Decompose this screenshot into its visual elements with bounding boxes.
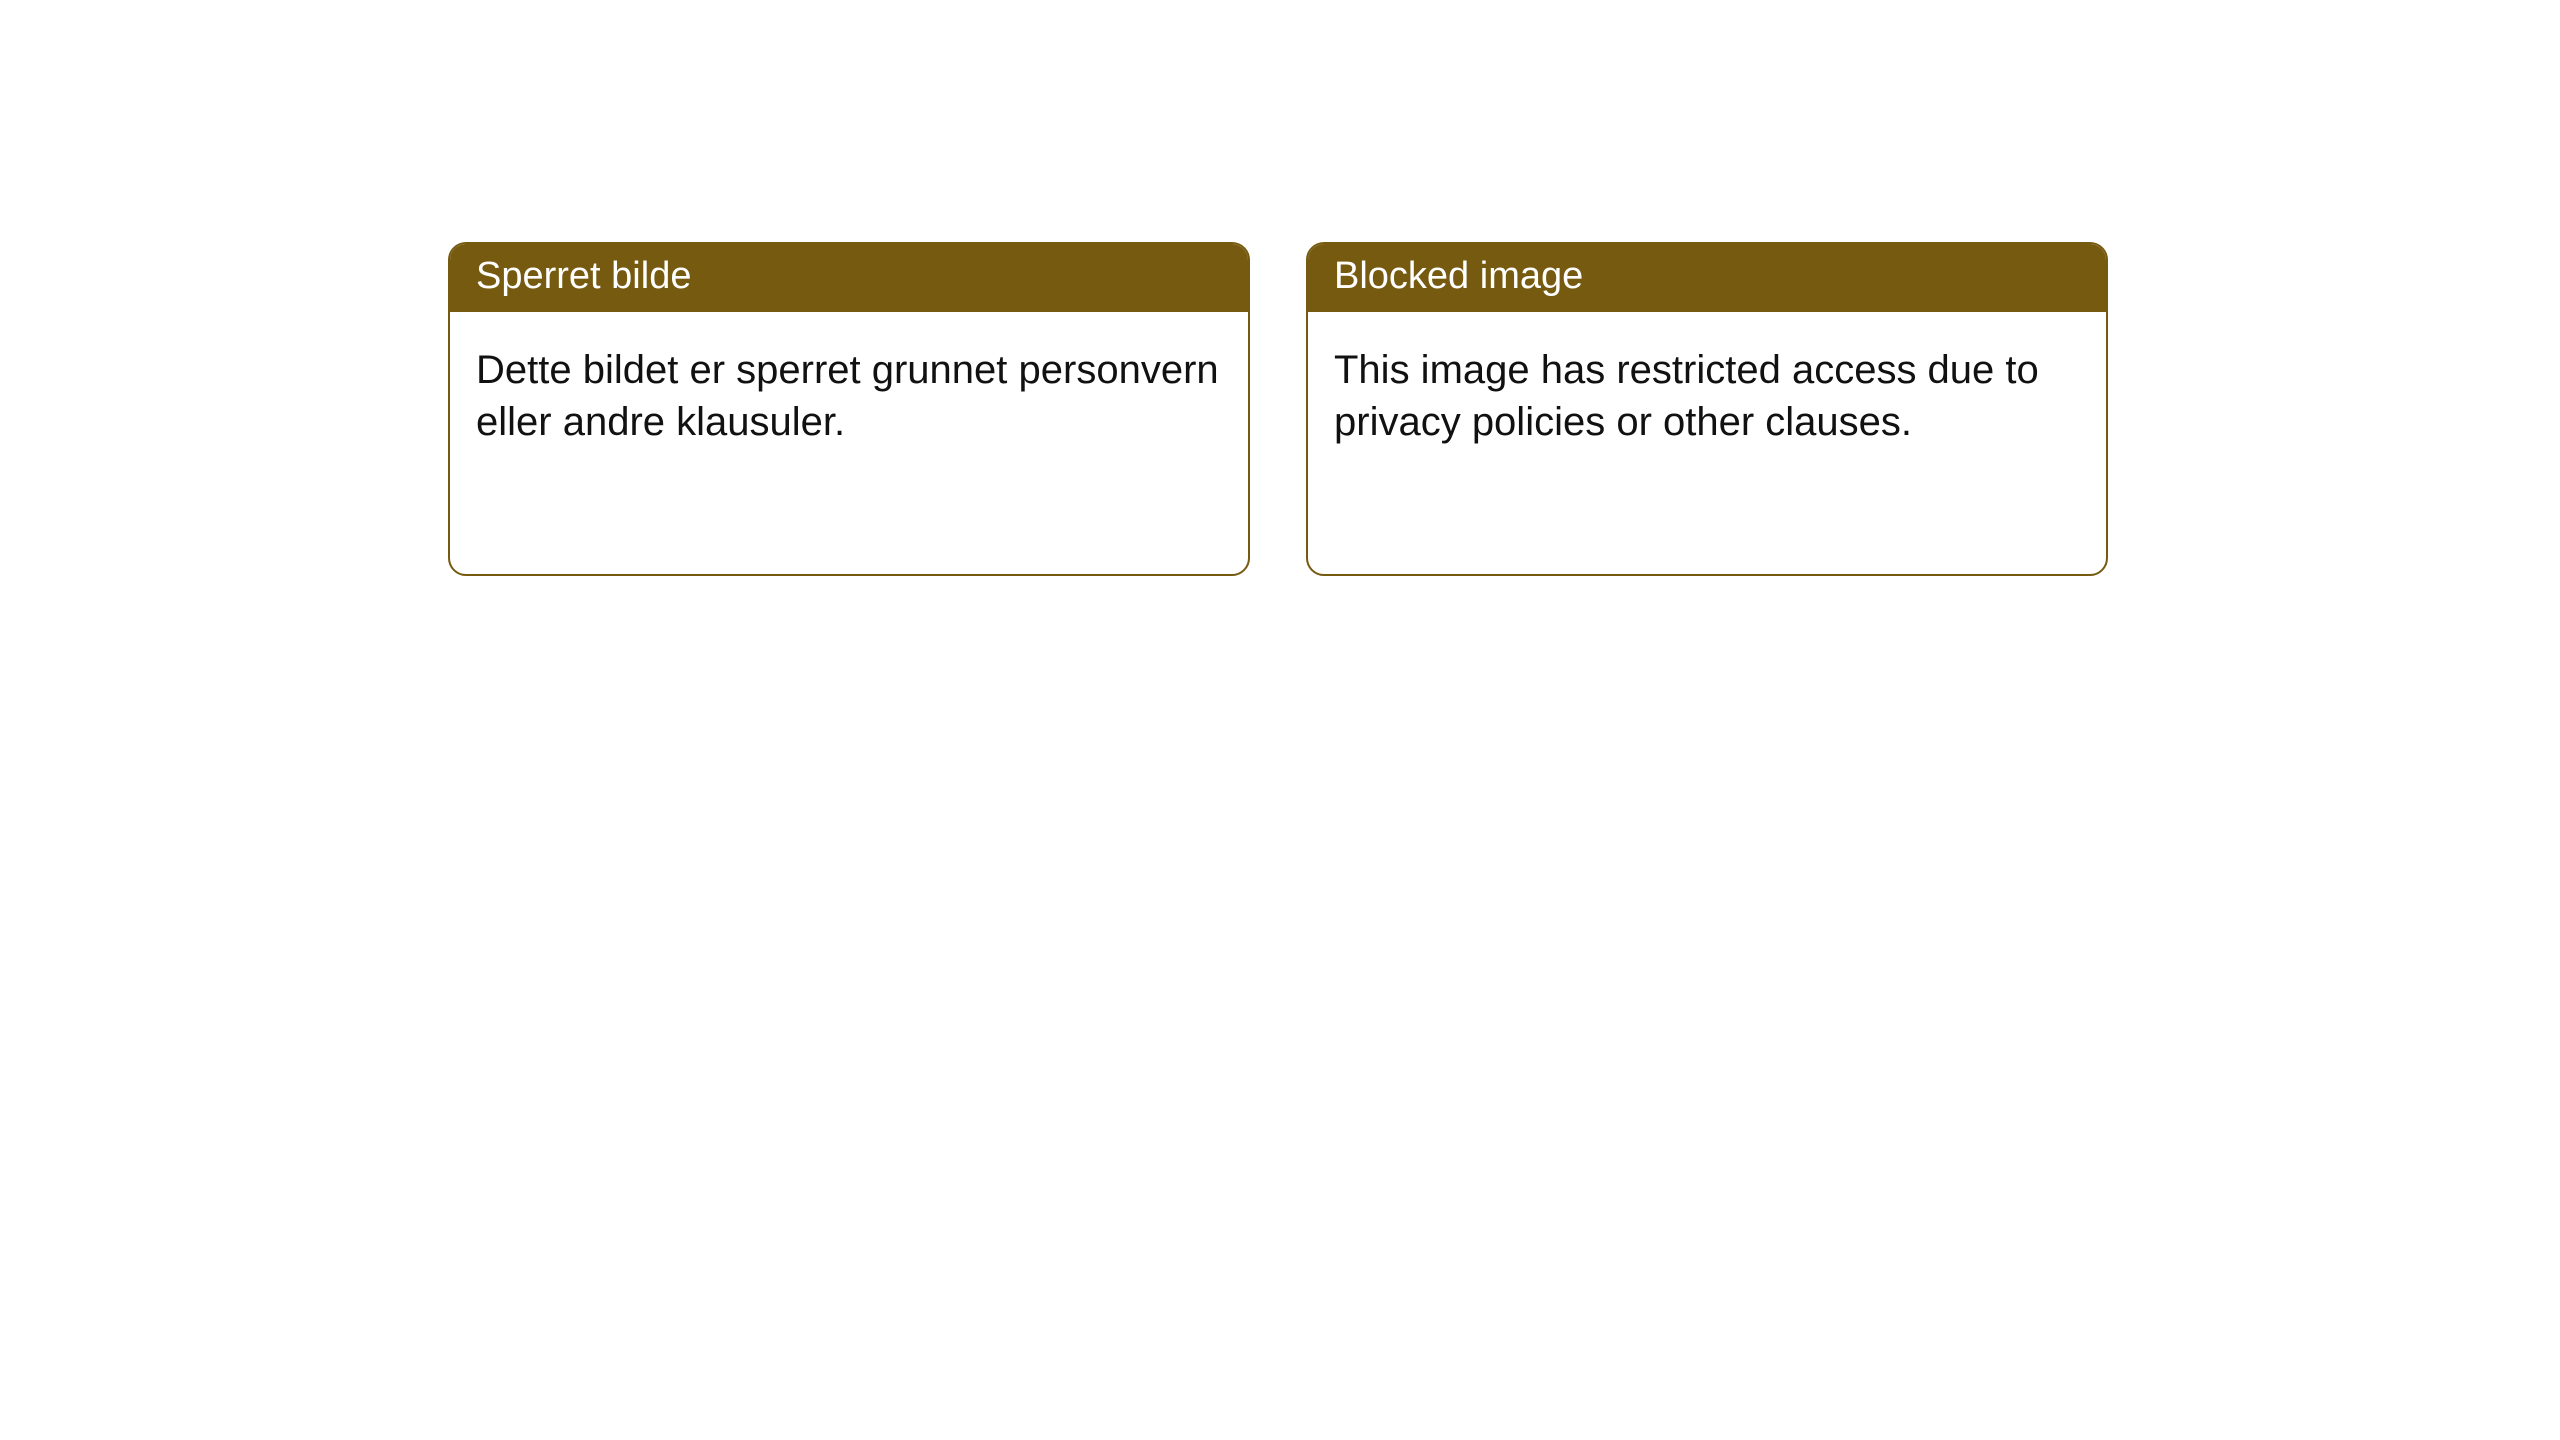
blocked-image-card-en: Blocked image This image has restricted … [1306, 242, 2108, 576]
card-body-no: Dette bildet er sperret grunnet personve… [450, 312, 1248, 474]
card-header-no: Sperret bilde [450, 244, 1248, 312]
blocked-image-card-no: Sperret bilde Dette bildet er sperret gr… [448, 242, 1250, 576]
card-header-en: Blocked image [1308, 244, 2106, 312]
card-body-en: This image has restricted access due to … [1308, 312, 2106, 474]
page-canvas: Sperret bilde Dette bildet er sperret gr… [0, 0, 2560, 1440]
